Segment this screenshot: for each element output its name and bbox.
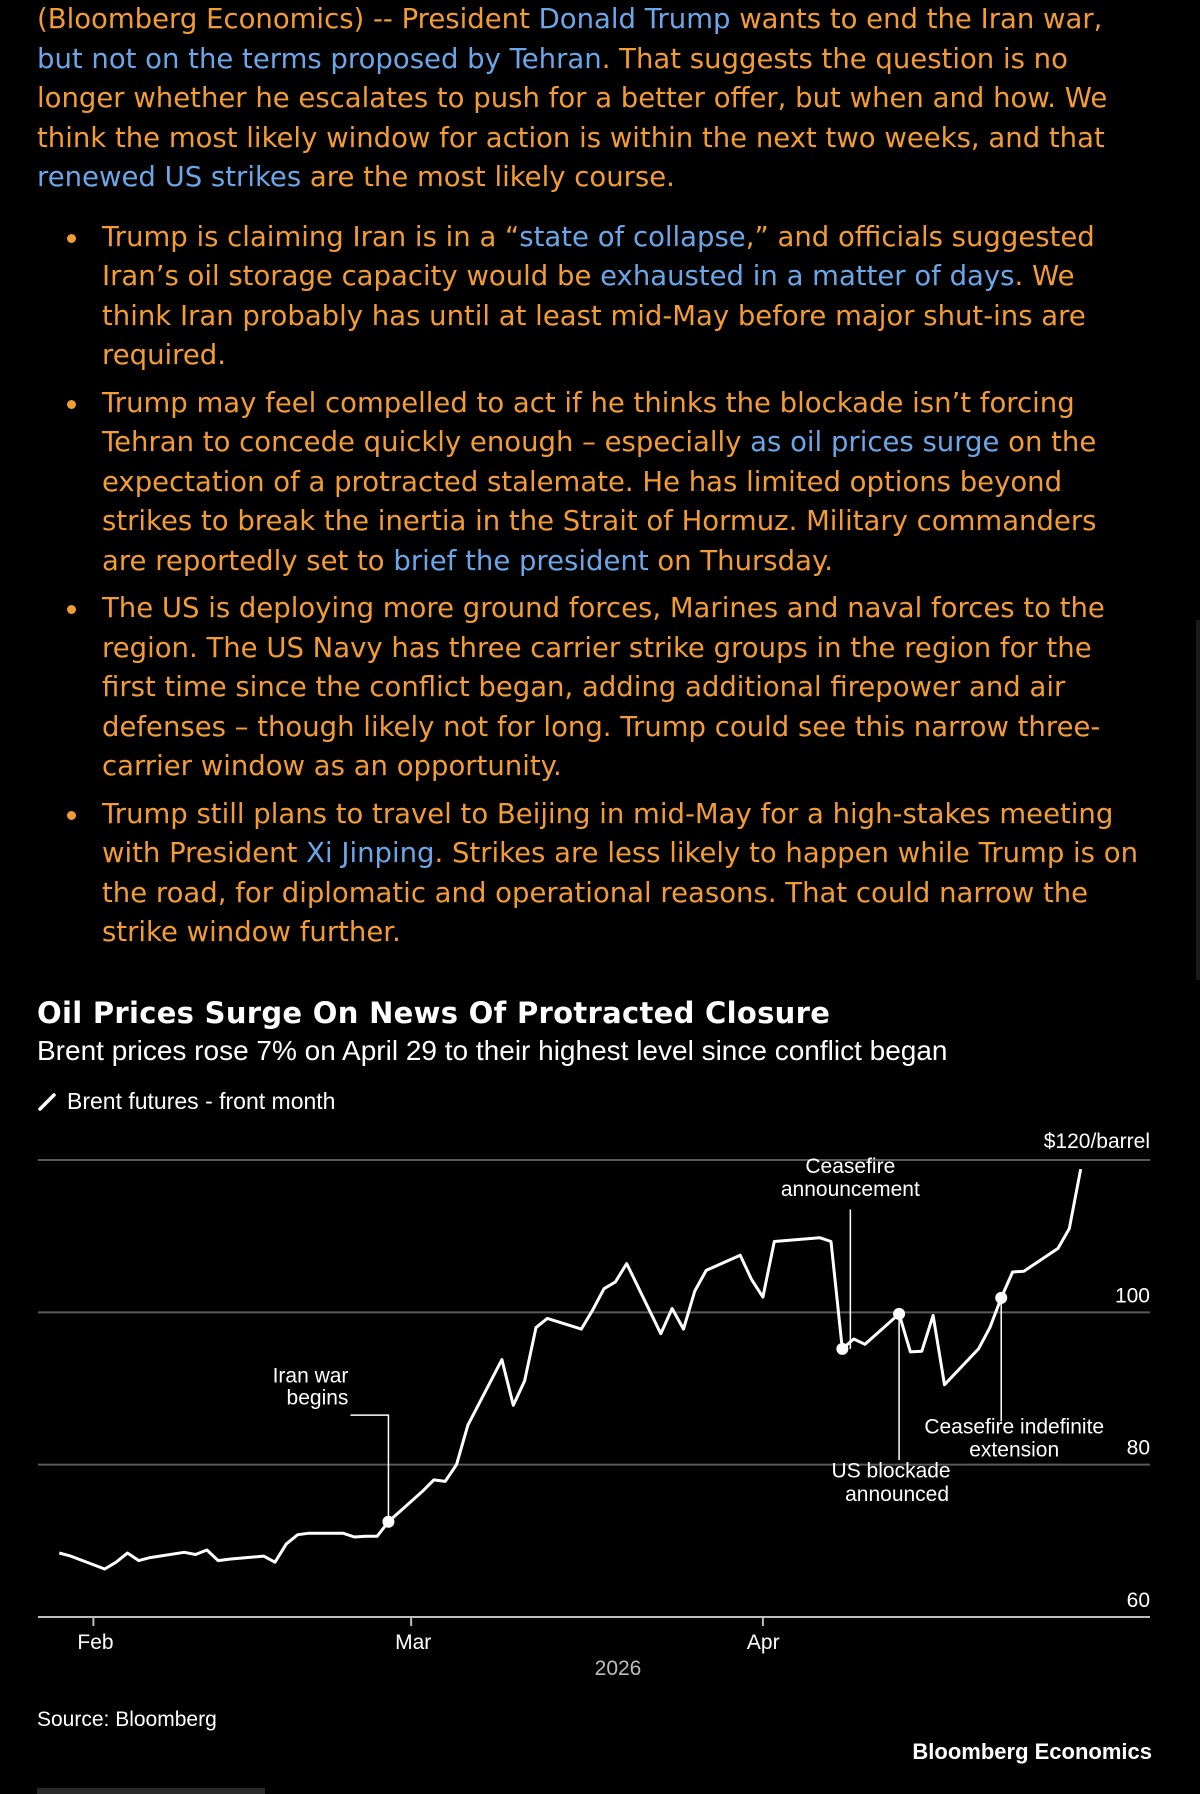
annotation-label: extension bbox=[969, 1438, 1059, 1461]
bullet-dot-icon bbox=[67, 810, 76, 820]
annotation-leader-line bbox=[350, 1414, 390, 1522]
bullet-text: ,” and officials suggested Iran’s oil st… bbox=[102, 220, 1095, 293]
bullet-dot-icon bbox=[67, 399, 76, 409]
annotation-label: Ceasefire indefinite bbox=[924, 1415, 1104, 1438]
article-body: (Bloomberg Economics) -- President Donal… bbox=[37, 0, 1147, 961]
x-tick-label: Apr bbox=[747, 1631, 780, 1654]
intro-text: (Bloomberg Economics) -- President bbox=[37, 3, 539, 35]
event-marker bbox=[893, 1307, 906, 1320]
bullet-item: Trump still plans to travel to Beijing i… bbox=[37, 795, 1147, 953]
intro-link[interactable]: renewed US strikes bbox=[37, 161, 302, 193]
bullet-item: Trump is claiming Iran is in a “state of… bbox=[37, 218, 1147, 376]
annotation-label: announcement bbox=[781, 1178, 920, 1201]
y-tick-label: 60 bbox=[1127, 1589, 1150, 1612]
bullet-text: Trump is claiming Iran is in a “ bbox=[102, 220, 520, 253]
bullet-link[interactable]: state of collapse bbox=[519, 220, 746, 253]
chart-legend: Brent futures - front month bbox=[37, 1088, 335, 1115]
article-bullet-list: Trump is claiming Iran is in a “state of… bbox=[37, 218, 1147, 953]
brand-logo-text: Bloomberg Economics bbox=[912, 1739, 1152, 1764]
event-marker bbox=[382, 1515, 395, 1528]
bullet-link[interactable]: as oil prices surge bbox=[750, 426, 1000, 458]
y-tick-label: 80 bbox=[1127, 1437, 1150, 1460]
bullet-link[interactable]: exhausted in a matter of days bbox=[600, 260, 1015, 292]
intro-text: wants to end the Iran war, bbox=[730, 3, 1103, 35]
x-tick-label: Mar bbox=[395, 1631, 431, 1654]
brent-price-chart: 60 80 100 $120/barrel Feb Mar Apr 2026 Iran warb… bbox=[38, 1130, 1150, 1680]
bullet-dot-icon bbox=[67, 233, 76, 243]
intro-text: . That suggests the question is no longe… bbox=[37, 42, 1108, 154]
annotation-label: announced bbox=[845, 1483, 949, 1506]
event-marker bbox=[836, 1342, 849, 1355]
bullet-text: on the expectation of a protracted stale… bbox=[102, 426, 1097, 577]
annotation-label: US blockade bbox=[832, 1460, 951, 1483]
bullet-text: . Strikes are less likely to happen whil… bbox=[102, 837, 1139, 948]
intro-link[interactable]: Donald Trump bbox=[538, 3, 731, 35]
bullet-text: on Thursday. bbox=[648, 544, 834, 577]
annotation-label: Ceasefire bbox=[805, 1155, 895, 1178]
scrollbar-track[interactable] bbox=[1196, 620, 1200, 980]
legend-line-icon bbox=[38, 1092, 56, 1111]
bullet-item: Trump may feel compelled to act if he th… bbox=[37, 384, 1147, 582]
bottom-divider bbox=[37, 1788, 265, 1794]
bullet-text: Trump may feel compelled to act if he th… bbox=[102, 386, 1075, 459]
x-year-label: 2026 bbox=[595, 1657, 642, 1680]
chart-source: Source: Bloomberg bbox=[37, 1708, 217, 1731]
event-marker bbox=[995, 1291, 1008, 1304]
bullet-link[interactable]: Xi Jinping bbox=[306, 837, 435, 869]
bullet-text: Trump still plans to travel to Beijing i… bbox=[102, 797, 1114, 870]
chart-subtitle: Brent prices rose 7% on April 29 to thei… bbox=[37, 1035, 948, 1066]
bullet-item: The US is deploying more ground forces, … bbox=[37, 589, 1147, 787]
legend-label: Brent futures - front month bbox=[67, 1088, 336, 1114]
chart-title: Oil Prices Surge On News Of Protracted C… bbox=[37, 996, 831, 1030]
brent-price-line bbox=[58, 1168, 1083, 1571]
annotation-label: begins bbox=[287, 1386, 349, 1409]
y-unit-label: $120/barrel bbox=[1044, 1130, 1150, 1153]
bullet-link[interactable]: brief the president bbox=[393, 544, 649, 577]
bullet-dot-icon bbox=[67, 605, 76, 614]
annotation-label: Iran war bbox=[273, 1364, 349, 1387]
x-tick-label: Feb bbox=[77, 1631, 113, 1654]
bullet-text: The US is deploying more ground forces, … bbox=[102, 592, 1105, 782]
article-intro: (Bloomberg Economics) -- President Donal… bbox=[37, 0, 1147, 198]
intro-link[interactable]: but not on the terms proposed by Tehran bbox=[37, 42, 602, 75]
bullet-text: . We think Iran probably has until at le… bbox=[102, 260, 1086, 371]
y-tick-label: 100 bbox=[1115, 1284, 1150, 1307]
intro-text: are the most likely course. bbox=[301, 161, 675, 193]
